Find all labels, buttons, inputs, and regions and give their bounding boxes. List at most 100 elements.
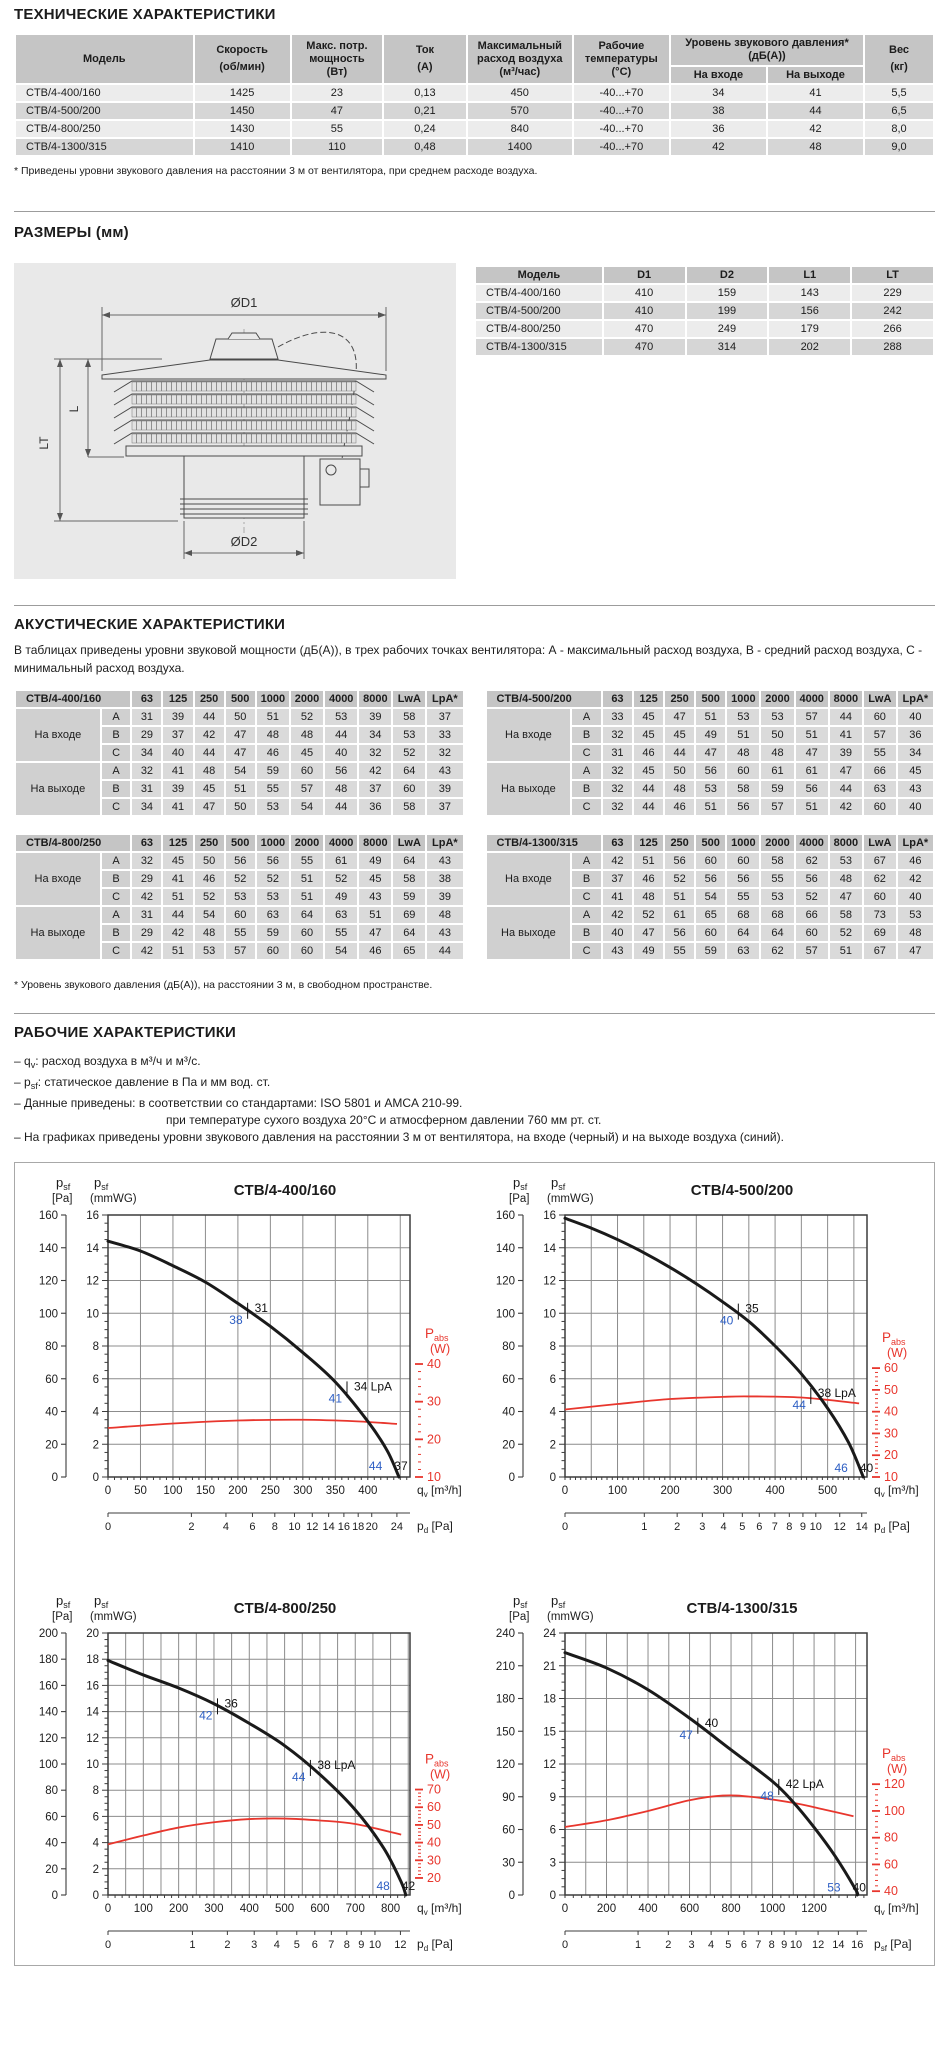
table-cell: 39 xyxy=(359,709,392,725)
tick-label: 6 xyxy=(741,1939,747,1951)
ac-body: На входе A 42 51 56 60 60 58 62 53 67 46 B 37 46 52 56 56… xyxy=(486,853,933,959)
table-cell: 53 xyxy=(829,853,862,869)
column-header: Модель xyxy=(16,35,193,83)
tick-label: 9 xyxy=(358,1939,364,1951)
x-axis: 0 200 400 600 800 1000 1200 xyxy=(562,1895,865,1915)
table-cell: 44 xyxy=(829,709,862,725)
tick-label: 10 xyxy=(790,1939,802,1951)
column-header: 63 xyxy=(602,835,632,851)
table-row: На выходе A 42 52 61 65 68 68 66 58 73 53 xyxy=(486,907,933,959)
table-cell: 63 xyxy=(256,907,289,923)
table-row: B 37 46 52 56 56 55 56 48 62 42 xyxy=(487,871,933,887)
table-cell: 41 xyxy=(163,763,193,779)
tick-label: 40 xyxy=(884,1405,898,1419)
table-cell: 46 xyxy=(194,871,224,887)
tick-label: 6 xyxy=(756,1521,762,1533)
column-header: LpA* xyxy=(897,835,933,851)
y-axis-mm-title: psf xyxy=(551,1593,566,1610)
table-cell: 44 xyxy=(767,103,864,119)
table-cell: 51 xyxy=(359,907,392,923)
tick-label: 10 xyxy=(86,1759,99,1771)
table-cell: 43 xyxy=(427,925,463,941)
tick-label: 1 xyxy=(189,1939,195,1951)
tick-label: 50 xyxy=(134,1485,147,1497)
dim-l xyxy=(85,359,124,458)
row-group-label: На входе xyxy=(486,709,571,761)
table-cell: 55 xyxy=(665,943,695,959)
y-axis-pa: 0 30 60 90 120 150 180 210 240 xyxy=(496,1628,524,1902)
tick-label: 20 xyxy=(86,1628,99,1640)
table-cell: 60 xyxy=(290,763,324,779)
pabs-curve xyxy=(565,1794,854,1828)
technical-section-title: ТЕХНИЧЕСКИЕ ХАРАКТЕРИСТИКИ xyxy=(14,6,276,23)
column-header: 1000 xyxy=(727,691,760,707)
column-header: L1 xyxy=(769,267,851,283)
outlet-level-label: 44 xyxy=(793,1398,807,1412)
section-dimensions: РАЗМЕРЫ (мм) xyxy=(14,224,935,579)
tick-label: 10 xyxy=(810,1521,822,1533)
column-header: Скорость (об/мин) xyxy=(194,35,290,83)
table-cell: 48 xyxy=(194,925,224,941)
table-cell: 45 xyxy=(897,763,933,779)
tick-label: 2 xyxy=(224,1939,230,1951)
tick-label: 80 xyxy=(45,1785,58,1797)
column-header: 4000 xyxy=(325,691,358,707)
table-cell: 60 xyxy=(393,781,426,797)
table-cell: 47 xyxy=(829,889,862,905)
outlet-level-label: 40 xyxy=(720,1314,734,1328)
table-cell: 60 xyxy=(225,907,255,923)
table-cell: 32 xyxy=(132,763,162,779)
table-cell: 249 xyxy=(686,321,768,337)
table-cell: 52 xyxy=(225,871,255,887)
fan-base-duct xyxy=(125,445,363,519)
point-letter-cell: A xyxy=(572,853,601,869)
table-row: C 34 41 47 50 53 54 44 36 58 37 xyxy=(16,799,463,815)
table-cell: 57 xyxy=(761,799,794,815)
column-header: 500 xyxy=(225,691,255,707)
table-cell: 57 xyxy=(795,943,828,959)
tick-label: 0 xyxy=(562,1521,568,1533)
table-cell: 53 xyxy=(393,727,426,743)
table-cell: 45 xyxy=(633,763,664,779)
table-cell: 51 xyxy=(633,853,664,869)
model-cell: CTB/4-1300/315 xyxy=(476,339,602,355)
table-cell: 52 xyxy=(256,871,289,887)
dim-l-label: L xyxy=(67,405,81,412)
table-cell: 64 xyxy=(727,925,760,941)
table-cell: 42 xyxy=(602,853,632,869)
tick-label: 12 xyxy=(394,1939,406,1951)
column-header: 8000 xyxy=(829,835,862,851)
table-cell: 55 xyxy=(256,781,289,797)
outlet-level-label: 41 xyxy=(328,1391,342,1405)
tick-label: 500 xyxy=(275,1903,294,1915)
table-cell: 48 xyxy=(325,781,358,797)
curve-labels: 47 40 48 42 LpA 53 40 xyxy=(680,1716,867,1895)
point-letter-cell: B xyxy=(101,781,131,797)
point-letter-cell: C xyxy=(101,943,131,959)
tick-label: 10 xyxy=(427,1470,441,1484)
table-cell: 56 xyxy=(665,925,695,941)
x-axis-title: qv [m³/h] xyxy=(417,1901,462,1917)
tick-label: 12 xyxy=(543,1276,556,1288)
model-cell: CTB/4-400/160 xyxy=(476,285,602,301)
tick-label: 700 xyxy=(345,1903,364,1915)
column-header: 4000 xyxy=(325,835,358,851)
note-text: – Данные приведены: в соответствии со ст… xyxy=(14,1096,463,1110)
table-cell: 36 xyxy=(359,799,392,815)
table-cell: 48 xyxy=(256,727,289,743)
tick-label: 8 xyxy=(550,1341,556,1353)
table-cell: 39 xyxy=(427,889,463,905)
table-cell: 59 xyxy=(256,763,289,779)
table-cell: 52 xyxy=(393,745,426,761)
table-cell: 42 xyxy=(602,907,632,923)
table-cell: 69 xyxy=(863,925,896,941)
point-letter-cell: A xyxy=(101,853,131,869)
dim-d2 xyxy=(183,521,305,559)
tick-label: 0 xyxy=(92,1472,98,1484)
acoustic-table: CTB/4-500/200 63 125 250 500 1000 2000 4000 8000… xyxy=(485,689,936,817)
table-cell: 47 xyxy=(897,943,933,959)
table-cell: 31 xyxy=(132,907,162,923)
y-axis-mmwg: 0 2 4 6 8 10 12 14 16 18 20 xyxy=(86,1628,108,1902)
row-group-label: На выходе xyxy=(486,907,571,959)
grid xyxy=(107,1215,410,1477)
